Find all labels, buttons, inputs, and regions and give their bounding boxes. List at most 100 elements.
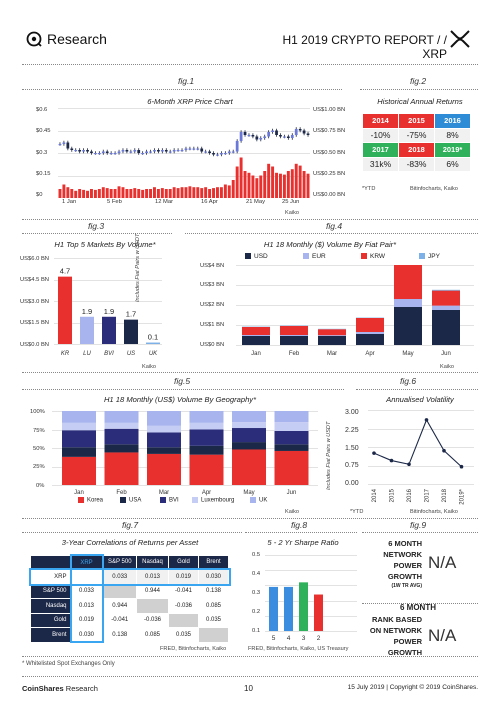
- fig1-left-tick: $0.15: [36, 171, 51, 177]
- fig1-volume-bar: [298, 165, 302, 198]
- fig4-stacked-bar-chart: Jan Feb Mar Apr May Jun: [236, 265, 474, 357]
- fig9-divider: [362, 603, 478, 604]
- fig5-category-label: Apr: [202, 490, 211, 496]
- fig7-row-header: Gold: [30, 612, 71, 628]
- fig1-volume-bar: [117, 186, 121, 198]
- fig8-y-tick: 0.5: [252, 552, 261, 558]
- fig2-value-cell: -75%: [398, 127, 435, 143]
- fig1-candle: [302, 130, 306, 134]
- fig6-x-tick: 2019*: [460, 488, 466, 504]
- fig1-candle: [279, 135, 282, 137]
- fig7-cell: 0.019: [168, 569, 199, 585]
- fig5-legend-item: UK: [250, 497, 267, 504]
- fig1-volume-bar: [149, 189, 152, 198]
- fig5-bar-segment: [62, 456, 96, 485]
- fig9-label: fig.9: [410, 520, 427, 530]
- fig5-source: Kaiko: [285, 509, 299, 515]
- fig1-volume-bar: [168, 189, 172, 198]
- fig5-bar-segment: [189, 454, 224, 485]
- fig7-cell: [69, 569, 104, 585]
- fig9-block-rank: RANK BASED ON NETWORK POWER GROWTH N/A: [360, 614, 480, 660]
- fig1-candle: [212, 153, 215, 155]
- fig7-cell: 0.033: [69, 583, 104, 599]
- fig5-bar-segment: [232, 442, 266, 450]
- xrp-logo-icon: [450, 30, 470, 48]
- fig4-bar-segment: [394, 265, 422, 299]
- fig7-col-header: XRP: [69, 554, 104, 570]
- fig1-volume-bar: [58, 189, 62, 198]
- fig2-title: Historical Annual Returns: [377, 97, 463, 106]
- fig5-legend-label: USA: [129, 497, 142, 504]
- fig1-candle: [235, 141, 239, 152]
- fig3-y-tick: US$6.0 BN: [20, 256, 49, 262]
- fig5-y-tick: 100%: [30, 409, 45, 415]
- report-title: H1 2019 CRYPTO REPORT / / XRP: [282, 33, 447, 61]
- fig4-y-tick: US$3 BN: [200, 282, 225, 288]
- fig1-volume-bar: [153, 187, 156, 198]
- fig1-volume-bar: [259, 175, 263, 198]
- footer-copyright: 15 July 2019 | Copyright © 2019 CoinShar…: [347, 684, 478, 691]
- fig4-y-tick: US$4 BN: [200, 263, 225, 269]
- fig5-bar-segment: [147, 432, 181, 448]
- fig9-block-network-growth: 6 MONTH NETWORK POWER GROWTH (1W TR AVG)…: [360, 538, 480, 600]
- fig2-returns-table: 2014 2015 2016 -10% -75% 8% 2017 2018 20…: [362, 113, 471, 172]
- fig9-title-rule: [362, 532, 478, 533]
- fig2-value-row: -10% -75% 8%: [362, 127, 471, 143]
- header: Research H1 2019 CRYPTO REPORT / / XRP: [22, 25, 482, 61]
- fig7-col-header: Gold: [168, 554, 199, 570]
- fig1-volume-bar: [66, 187, 70, 198]
- fig8-bar-chart: 5 4 3 2: [265, 555, 357, 642]
- fig1-volume-bar: [302, 171, 306, 198]
- fig3-category-label: KR: [61, 351, 70, 357]
- fig7-cell: 0.033: [102, 569, 137, 585]
- fig4-legend-swatch: [303, 253, 309, 260]
- fig4-bar-segment: [280, 335, 308, 336]
- fig4-bar-segment: [356, 334, 384, 345]
- fig7-cell: [102, 583, 137, 599]
- fig1-candle: [145, 151, 148, 153]
- fig7-cell: 0.019: [69, 612, 104, 628]
- fig1-candle: [263, 136, 267, 138]
- fig6-line-chart: 2014 2015 2016 2017 2018 2019*: [368, 410, 474, 505]
- fig6-series-line: [373, 418, 462, 468]
- fig1-volume-bar: [192, 187, 196, 198]
- fig7-cell: 0.085: [198, 598, 229, 614]
- fig4-bar-segment: [280, 326, 308, 335]
- fig1-candle: [298, 129, 302, 131]
- fig5-label: fig.5: [174, 376, 191, 386]
- fig3-y-tick: US$3.0 BN: [20, 299, 49, 305]
- fig1-volume-bar: [156, 189, 160, 198]
- fig9-block2-line: ON NETWORK: [369, 626, 422, 635]
- fig7-col-header: S&P 500: [102, 554, 137, 570]
- fig4-y-tick: US$1 BN: [200, 322, 225, 328]
- fig4-bar-segment: [318, 335, 346, 336]
- fig1-candle: [294, 129, 298, 135]
- fig5-legend-item: Korea: [78, 497, 103, 504]
- fig7-row: Nasdaq 0.013 0.944 -0.036 0.085: [30, 598, 229, 614]
- fig5-stacked-bar-chart: Jan Feb Mar Apr May Jun: [52, 411, 318, 496]
- fig7-label: fig.7: [122, 520, 139, 530]
- fig6-point: [442, 448, 446, 453]
- coinshares-logo-icon: [26, 31, 42, 47]
- fig4-legend-item: KRW: [361, 253, 385, 260]
- fig7-row-header: XRP: [30, 569, 71, 585]
- fig4-bar-segment: [432, 289, 460, 291]
- fig1-candle: [223, 153, 227, 155]
- fig1-candle: [176, 150, 180, 152]
- fig1-candle: [184, 148, 188, 150]
- fig5-bar-segment: [147, 453, 181, 485]
- fig4-legend-item: JPY: [419, 253, 440, 260]
- fig1-candle: [251, 135, 255, 137]
- fig7-corner-cell: [30, 554, 71, 570]
- fig7-row-header: S&P 500: [30, 583, 71, 599]
- fig2-year-cell: 2017: [362, 142, 399, 158]
- fig5-bar-segment: [232, 422, 266, 429]
- fig1-candle: [62, 142, 66, 144]
- fig8-y-tick: 0.4: [252, 571, 261, 577]
- fig7-col-header: Nasdaq: [136, 554, 169, 570]
- fig7-correlation-table: XRP S&P 500 Nasdaq Gold Brent XRP 0.033 …: [28, 554, 231, 643]
- fig1-volume-bar: [141, 189, 145, 198]
- fig5-bar-segment: [189, 422, 224, 430]
- fig7-cell: [136, 598, 169, 614]
- fig1-candle: [82, 150, 85, 152]
